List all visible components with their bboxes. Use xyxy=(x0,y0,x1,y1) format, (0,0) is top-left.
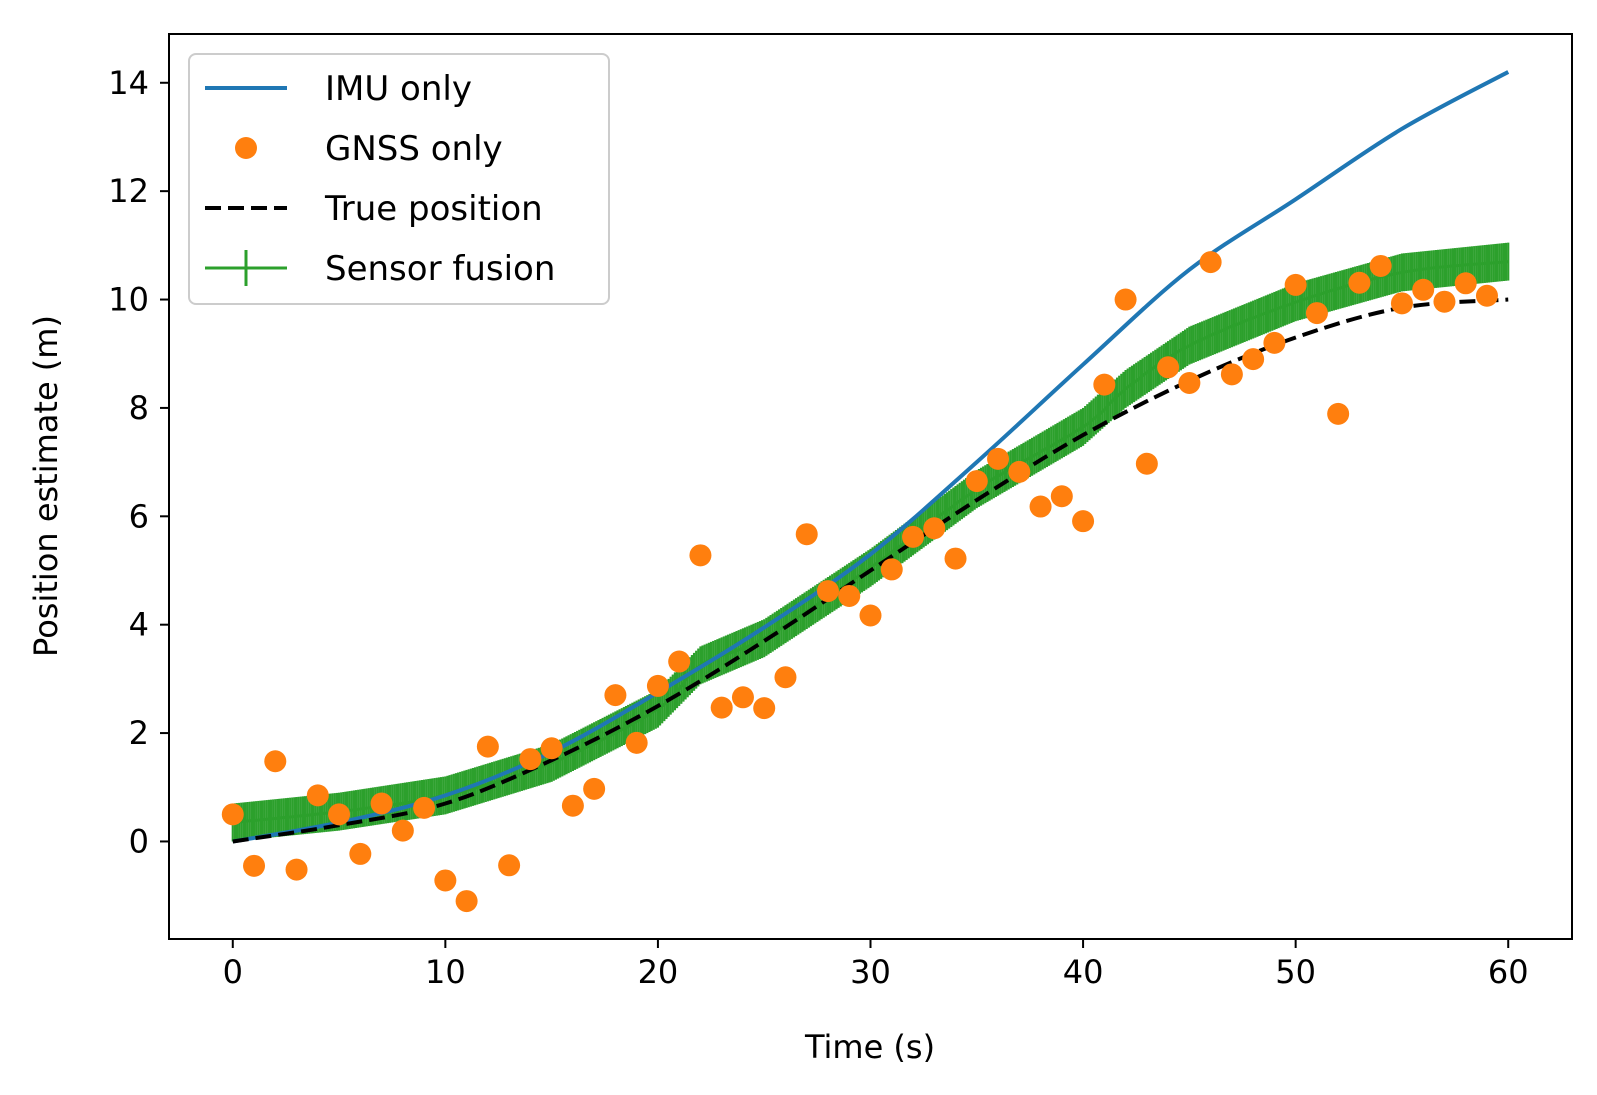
gnss-point xyxy=(540,737,563,760)
y-tick-label: 8 xyxy=(129,389,149,427)
plot-area xyxy=(221,70,1510,913)
gnss-point xyxy=(1327,402,1350,425)
x-axis-title: Time (s) xyxy=(804,1028,935,1066)
gnss-point xyxy=(816,580,839,603)
gnss-point xyxy=(880,558,903,581)
gnss-point xyxy=(1050,485,1073,508)
gnss-point xyxy=(1305,302,1328,325)
gnss-point xyxy=(519,748,542,771)
gnss-point xyxy=(583,777,606,800)
gnss-point xyxy=(774,666,797,689)
gnss-point xyxy=(604,684,627,707)
y-tick-label: 12 xyxy=(108,172,149,210)
gnss-point xyxy=(1284,273,1307,296)
gnss-point xyxy=(1093,373,1116,396)
gnss-point xyxy=(434,869,457,892)
gnss-point xyxy=(1412,278,1435,301)
legend-box xyxy=(188,53,610,305)
gnss-point xyxy=(944,547,967,570)
legend-swatch-gnss xyxy=(235,137,257,159)
gnss-point xyxy=(859,604,882,627)
legend-label: True position xyxy=(324,189,543,229)
x-tick-label: 50 xyxy=(1275,953,1316,991)
gnss-point xyxy=(285,858,308,881)
gnss-point xyxy=(710,696,733,719)
gnss-point xyxy=(625,731,648,754)
y-tick-label: 0 xyxy=(129,822,149,860)
legend-label: Sensor fusion xyxy=(325,249,555,289)
legend-entry: GNSS only xyxy=(235,129,503,169)
gnss-point xyxy=(838,584,861,607)
gnss-point xyxy=(1178,371,1201,394)
legend-label: IMU only xyxy=(325,69,472,109)
x-tick-label: 30 xyxy=(850,953,891,991)
gnss-point xyxy=(1348,271,1371,294)
gnss-point xyxy=(413,796,436,819)
gnss-point xyxy=(561,794,584,817)
gnss-point xyxy=(1390,292,1413,315)
axis-ticks: 0 10 20 30 40 50 60 0 2 4 6 8 10 12 14 xyxy=(108,64,1528,991)
x-tick-label: 10 xyxy=(425,953,466,991)
legend-entry: IMU only xyxy=(205,69,472,109)
gnss-point xyxy=(753,697,776,720)
gnss-point xyxy=(646,674,669,697)
gnss-point xyxy=(1454,272,1477,295)
imu-only-line xyxy=(232,70,1510,844)
gnss-point xyxy=(795,523,818,546)
gnss-point xyxy=(1114,288,1137,311)
y-tick-label: 6 xyxy=(129,497,149,535)
gnss-point xyxy=(987,447,1010,470)
gnss-point xyxy=(498,854,521,877)
gnss-only-markers xyxy=(221,251,1498,913)
sensor-fusion-line xyxy=(232,260,1509,824)
gnss-point xyxy=(731,686,754,709)
x-tick-label: 60 xyxy=(1488,953,1529,991)
gnss-point xyxy=(328,803,351,826)
gnss-point xyxy=(1220,363,1243,386)
gnss-point xyxy=(264,750,287,773)
gnss-point xyxy=(965,470,988,493)
gnss-point xyxy=(243,854,266,877)
legend-entry: True position xyxy=(205,189,543,229)
gnss-point xyxy=(1475,284,1498,307)
legend: IMU only GNSS only True position Sensor fus… xyxy=(188,53,610,305)
gnss-point xyxy=(923,517,946,540)
gnss-point xyxy=(455,890,478,913)
gnss-point xyxy=(1199,251,1222,274)
gnss-point xyxy=(221,803,244,826)
true-position-line xyxy=(232,297,1509,844)
gnss-point xyxy=(370,792,393,815)
legend-entry: Sensor fusion xyxy=(205,249,555,289)
legend-label: GNSS only xyxy=(325,129,503,169)
gnss-point xyxy=(1242,348,1265,371)
gnss-point xyxy=(306,784,329,807)
gnss-point xyxy=(1072,510,1095,533)
gnss-point xyxy=(689,544,712,567)
gnss-point xyxy=(1263,331,1286,354)
gnss-point xyxy=(1008,460,1031,483)
gnss-point xyxy=(1369,254,1392,277)
y-tick-label: 14 xyxy=(108,64,149,102)
gnss-point xyxy=(1029,495,1052,518)
y-axis-title: Position estimate (m) xyxy=(27,315,65,657)
y-tick-label: 2 xyxy=(129,714,149,752)
gnss-point xyxy=(1157,356,1180,379)
x-tick-label: 40 xyxy=(1063,953,1104,991)
x-tick-label: 0 xyxy=(223,953,243,991)
gnss-point xyxy=(476,735,499,758)
gnss-point xyxy=(1433,290,1456,313)
x-tick-label: 20 xyxy=(638,953,679,991)
y-tick-label: 4 xyxy=(129,606,149,644)
gnss-point xyxy=(349,842,372,865)
gnss-point xyxy=(902,525,925,548)
y-tick-label: 10 xyxy=(108,281,149,319)
gnss-point xyxy=(668,650,691,673)
gnss-point xyxy=(1135,452,1158,475)
gnss-point xyxy=(391,819,414,842)
